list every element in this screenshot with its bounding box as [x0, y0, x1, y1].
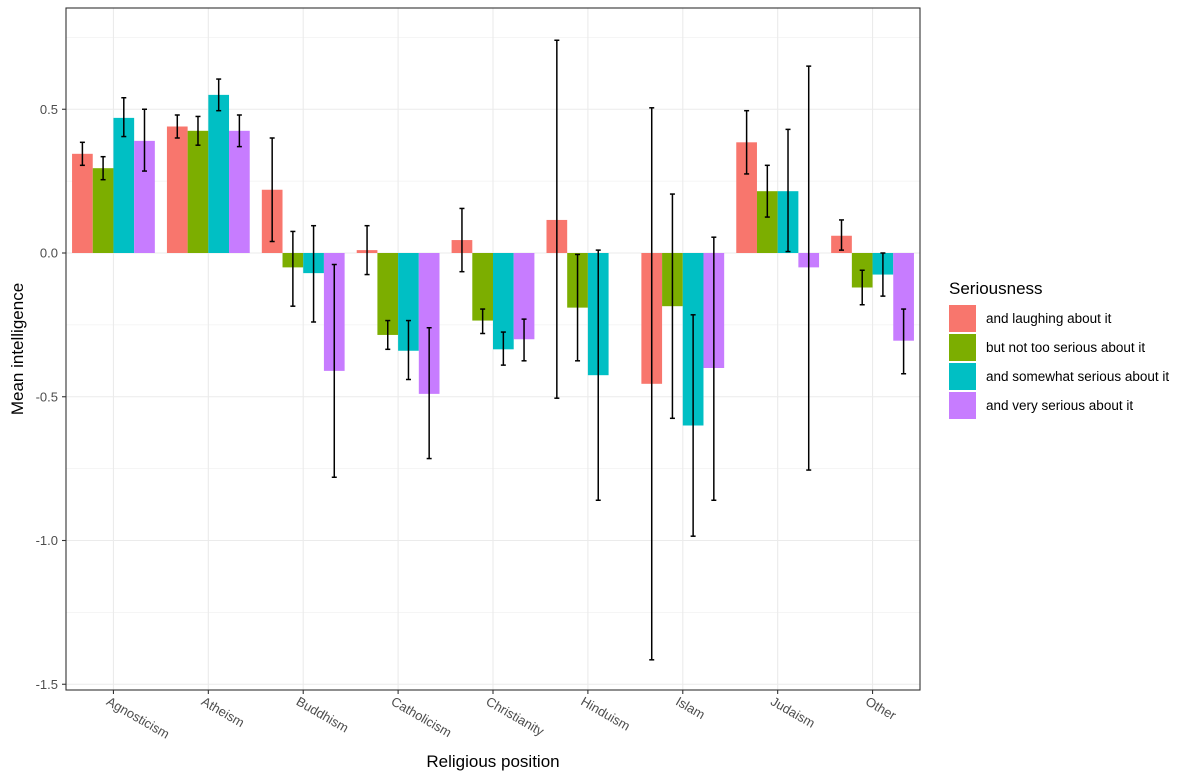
- y-tick-label: -0.5: [36, 389, 58, 404]
- legend-label-series-3: and somewhat serious about it: [986, 369, 1169, 384]
- bar-judaism-series-2: [756, 191, 778, 253]
- error-bar-other-series-3: [880, 252, 886, 297]
- error-bar-hinduism-series-3: [595, 249, 601, 501]
- error-bar-buddhism-series-2: [290, 230, 296, 307]
- error-bar-hinduism-series-2: [575, 253, 581, 362]
- legend-key-series-4: [949, 392, 976, 419]
- x-axis-title: Religious position: [426, 752, 559, 771]
- error-bar-agnosticism-series-2: [100, 155, 106, 181]
- bar-agnosticism-series-1: [72, 153, 93, 253]
- legend-key-series-1: [949, 305, 976, 332]
- error-bar-agnosticism-series-3: [121, 97, 127, 138]
- bar-agnosticism-series-4: [134, 140, 155, 253]
- error-bar-buddhism-series-4: [331, 263, 337, 478]
- error-bar-atheism-series-2: [195, 115, 201, 146]
- error-bar-layer: [79, 39, 907, 661]
- error-bar-judaism-series-3: [785, 128, 791, 253]
- legend-key-series-3: [949, 363, 976, 390]
- error-bar-christianity-series-3: [500, 331, 506, 366]
- error-bar-islam-series-3: [690, 314, 696, 537]
- bar-agnosticism-series-2: [92, 168, 114, 253]
- bar-catholicism-series-3: [398, 253, 419, 351]
- bar-catholicism-series-2: [377, 253, 399, 335]
- legend-label-series-2: but not too serious about it: [986, 340, 1145, 355]
- error-bar-catholicism-series-4: [426, 327, 432, 460]
- error-bar-hinduism-series-1: [554, 39, 560, 399]
- bar-atheism-series-3: [208, 94, 230, 253]
- bar-christianity-series-2: [472, 253, 493, 321]
- error-bar-catholicism-series-3: [405, 319, 411, 381]
- legend-label-series-1: and laughing about it: [986, 311, 1112, 326]
- bar-christianity-series-3: [493, 253, 514, 350]
- bar-agnosticism-series-3: [113, 117, 135, 253]
- error-bar-islam-series-2: [669, 193, 675, 420]
- y-tick-label: 0.5: [40, 102, 58, 117]
- error-bar-agnosticism-series-1: [79, 141, 85, 167]
- error-bar-islam-series-4: [711, 236, 717, 501]
- error-bar-catholicism-series-2: [385, 319, 391, 351]
- y-axis-title: Mean intelligence: [8, 283, 27, 415]
- bar-atheism-series-2: [187, 130, 209, 253]
- bar-christianity-series-4: [513, 253, 535, 340]
- error-bar-islam-series-1: [649, 107, 655, 661]
- error-bar-christianity-series-2: [480, 308, 486, 335]
- legend: Seriousness and laughing about it but not…: [949, 279, 1169, 419]
- error-bar-judaism-series-1: [744, 109, 750, 175]
- error-bar-other-series-2: [859, 269, 865, 306]
- error-bar-judaism-series-4: [806, 65, 812, 471]
- y-tick-label: 0.0: [40, 246, 58, 261]
- error-bar-agnosticism-series-4: [141, 108, 147, 172]
- error-bar-judaism-series-2: [764, 164, 770, 218]
- bar-catholicism-series-4: [418, 253, 440, 394]
- error-bar-buddhism-series-1: [269, 137, 275, 243]
- y-tick-label: -1.0: [36, 533, 58, 548]
- bar-atheism-series-1: [166, 126, 188, 253]
- bar-atheism-series-4: [229, 130, 250, 253]
- y-tick-label: -1.5: [36, 677, 58, 692]
- error-bar-buddhism-series-3: [311, 224, 317, 323]
- bar-other-series-4: [893, 253, 914, 341]
- error-bar-other-series-1: [839, 219, 845, 251]
- legend-label-series-4: and very serious about it: [986, 398, 1133, 413]
- error-bar-atheism-series-3: [216, 78, 222, 112]
- error-bar-other-series-4: [901, 308, 907, 375]
- error-bar-atheism-series-4: [236, 114, 242, 148]
- bar-layer: [72, 94, 914, 426]
- bar-judaism-series-1: [736, 142, 757, 253]
- error-bar-catholicism-series-1: [364, 224, 370, 276]
- error-bar-christianity-series-1: [459, 207, 465, 273]
- error-bar-christianity-series-4: [521, 318, 527, 362]
- legend-title: Seriousness: [949, 279, 1043, 298]
- error-bar-atheism-series-1: [174, 114, 180, 139]
- legend-key-series-2: [949, 334, 976, 361]
